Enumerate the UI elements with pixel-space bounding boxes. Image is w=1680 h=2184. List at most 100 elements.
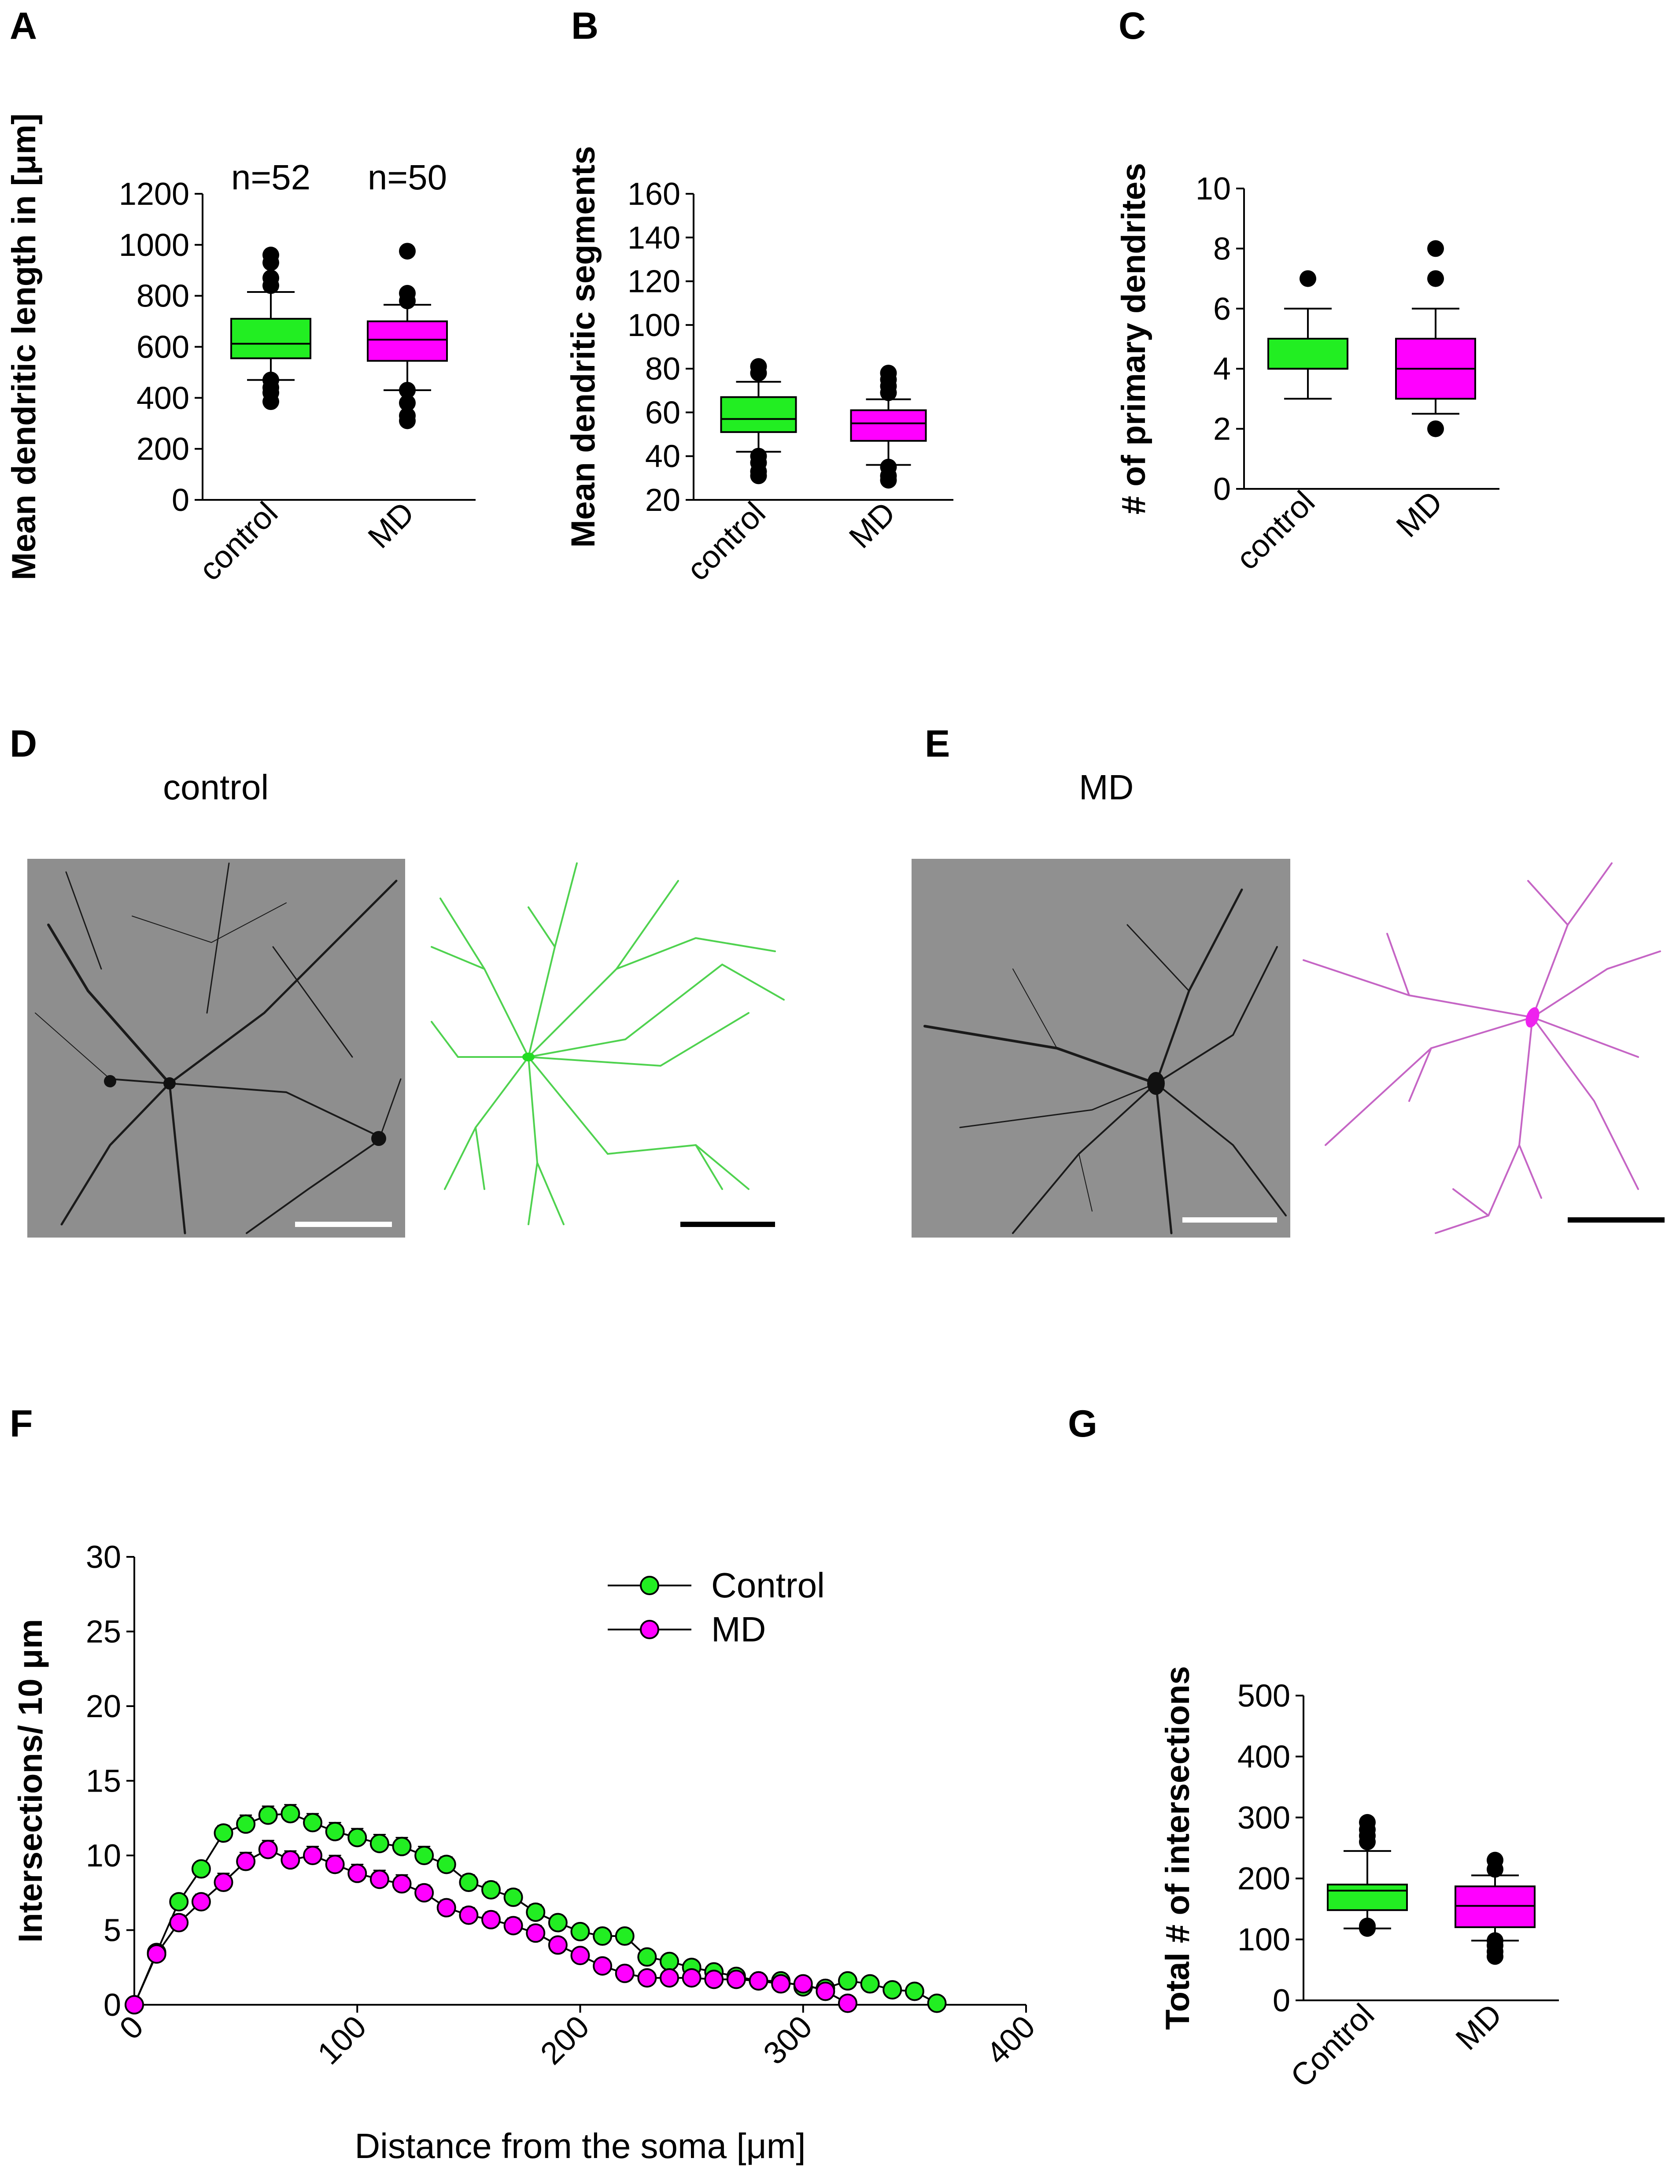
y-tick-label: 15 <box>86 1764 121 1799</box>
panel-label-a: A <box>10 5 37 47</box>
y-tick-label: 20 <box>645 483 680 518</box>
data-point-control <box>347 1828 367 1848</box>
data-point-control <box>258 1805 278 1825</box>
y-tick-label: 10 <box>86 1838 121 1874</box>
category-label-md: MD <box>362 495 421 555</box>
category-label-control: control <box>680 495 772 588</box>
data-point-control <box>860 1974 880 1994</box>
legend: Control MD <box>608 1566 825 1649</box>
data-point-md <box>369 1870 389 1889</box>
outlier-point <box>399 407 416 424</box>
data-point-md <box>325 1855 345 1874</box>
box-md <box>850 409 927 442</box>
outlier-point <box>1359 1918 1376 1935</box>
category-label-md: MD <box>1390 484 1450 544</box>
data-point-control <box>838 1971 857 1991</box>
panel-label-b: B <box>571 5 598 47</box>
y-tick-label: 4 <box>1213 351 1231 387</box>
micrograph-md <box>912 859 1290 1238</box>
category-label-md: MD <box>1449 1997 1509 2057</box>
data-point-md <box>481 1910 501 1929</box>
box-md <box>367 320 448 362</box>
data-point-control <box>369 1833 389 1853</box>
data-point-md <box>838 1993 857 2013</box>
y-axis-title: Mean dendritic length in [μm] <box>5 114 43 580</box>
data-point-control <box>882 1980 902 2000</box>
x-tick-label: 300 <box>757 2009 820 2072</box>
y-tick-label: 200 <box>1237 1861 1290 1896</box>
y-tick-label: 0 <box>1213 472 1231 507</box>
soma-md <box>1525 1007 1540 1028</box>
outlier-point <box>750 447 767 465</box>
y-tick-label: 500 <box>1237 1678 1290 1714</box>
data-point-md <box>704 1970 724 1989</box>
data-point-md <box>682 1968 702 1988</box>
y-tick-label: 100 <box>1237 1922 1290 1958</box>
y-tick-label: 1000 <box>119 228 189 263</box>
data-point-md <box>503 1916 523 1936</box>
chart-primary-dendrites: 0 2 4 6 8 10 # of primary dendrites control MD <box>1115 163 1499 576</box>
data-point-md <box>637 1968 657 1988</box>
y-tick-label: 100 <box>628 308 680 343</box>
y-tick-label: 140 <box>628 220 680 255</box>
legend-marker <box>640 1576 659 1595</box>
x-tick-label: 200 <box>534 2009 596 2072</box>
data-point-md <box>214 1873 233 1892</box>
outlier-point <box>262 270 279 287</box>
y-tick-label: 300 <box>1237 1800 1290 1836</box>
legend-label-md: MD <box>711 1610 766 1649</box>
y-tick-label: 20 <box>86 1689 121 1724</box>
data-point-md <box>816 1981 835 2001</box>
y-tick-label: 200 <box>137 432 189 467</box>
data-point-md <box>660 1968 679 1988</box>
outlier-point <box>399 381 416 399</box>
y-tick-label: 120 <box>628 264 680 299</box>
data-point-md <box>392 1874 412 1894</box>
outlier-point <box>1427 270 1444 287</box>
data-point-md <box>459 1905 479 1925</box>
y-tick-label: 2 <box>1213 412 1231 447</box>
legend-label-control: Control <box>711 1566 825 1605</box>
y-tick-label: 8 <box>1213 231 1231 266</box>
outlier-point <box>262 371 279 388</box>
y-tick-label: 0 <box>103 1988 121 2023</box>
box-md <box>1455 1885 1536 1928</box>
legend-marker <box>640 1620 659 1639</box>
box-control <box>230 318 311 359</box>
y-axis-title: Intersections/ 10 μm <box>12 1619 49 1943</box>
y-tick-label: 40 <box>645 439 680 474</box>
outlier-point <box>262 247 279 263</box>
data-point-control <box>169 1892 189 1912</box>
outlier-point <box>1427 240 1444 257</box>
data-point-md <box>436 1898 456 1918</box>
x-tick-label: 100 <box>311 2009 373 2072</box>
data-point-control <box>570 1922 590 1941</box>
data-point-control <box>303 1813 322 1833</box>
y-tick-label: 800 <box>137 279 189 314</box>
panel-label-f: F <box>10 1403 33 1445</box>
y-tick-label: 1200 <box>119 177 189 212</box>
micrograph-control <box>27 859 405 1238</box>
data-point-md <box>169 1913 189 1933</box>
data-point-control <box>548 1913 568 1933</box>
outlier-point <box>1487 1932 1503 1949</box>
data-point-md <box>793 1974 813 1994</box>
chart-mean-dendritic-length: 0 200 400 600 800 1000 1200 Mean dendritic leng… <box>5 114 476 588</box>
data-point-md <box>414 1883 434 1903</box>
data-point-md <box>147 1944 166 1964</box>
panel-label-e: E <box>925 723 950 765</box>
data-point-md <box>771 1974 791 1994</box>
data-point-md <box>526 1923 546 1943</box>
x-tick-label: 400 <box>980 2009 1042 2072</box>
panel-label-d: D <box>10 723 37 765</box>
outlier-point <box>399 394 416 411</box>
data-point-md <box>347 1863 367 1883</box>
data-point-md <box>726 1970 746 1989</box>
outlier-point <box>399 285 416 302</box>
category-label-control: control <box>192 495 284 588</box>
y-tick-label: 160 <box>628 177 680 212</box>
data-point-control <box>615 1926 635 1946</box>
data-point-control <box>660 1951 679 1971</box>
